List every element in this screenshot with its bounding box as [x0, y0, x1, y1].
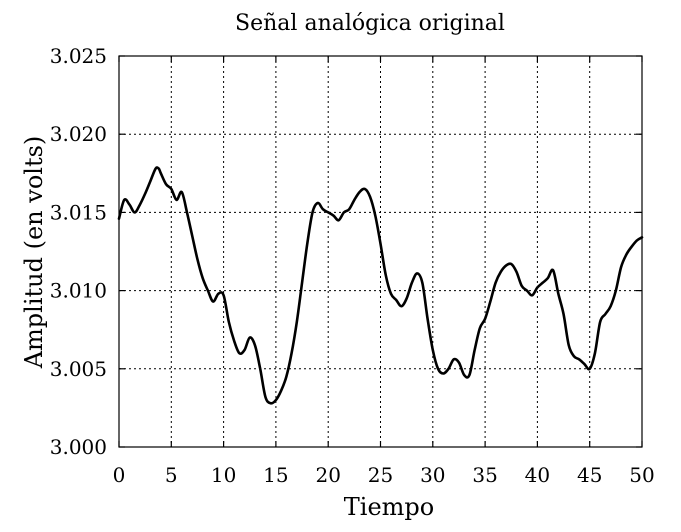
- chart-title: Señal analógica original: [235, 11, 505, 36]
- y-tick-label: 3.015: [50, 200, 107, 224]
- x-axis-label: Tiempo: [344, 493, 434, 521]
- x-tick-label: 10: [211, 463, 236, 487]
- x-tick-label: 20: [315, 463, 340, 487]
- y-tick-label: 3.025: [50, 44, 107, 68]
- x-tick-label: 25: [368, 463, 393, 487]
- y-tick-label: 3.005: [50, 357, 107, 381]
- y-tick-label: 3.000: [50, 435, 107, 459]
- x-tick-label: 35: [472, 463, 497, 487]
- y-tick-label: 3.020: [50, 122, 107, 146]
- x-tick-label: 30: [420, 463, 445, 487]
- x-tick-label: 45: [577, 463, 602, 487]
- x-tick-labels: 0 5 10 15 20 25 30 35 40 45 50: [113, 463, 655, 487]
- y-tick-labels: 3.000 3.005 3.010 3.015 3.020 3.025: [50, 44, 107, 459]
- axis-ticks: [118, 55, 643, 448]
- series-line: [117, 166, 644, 405]
- y-axis-label: Amplitud (en volts): [20, 136, 48, 370]
- x-tick-label: 5: [165, 463, 178, 487]
- y-tick-label: 3.010: [50, 279, 107, 303]
- x-tick-label: 15: [263, 463, 288, 487]
- x-tick-label: 40: [525, 463, 550, 487]
- x-tick-label: 0: [113, 463, 126, 487]
- x-tick-label: 50: [629, 463, 654, 487]
